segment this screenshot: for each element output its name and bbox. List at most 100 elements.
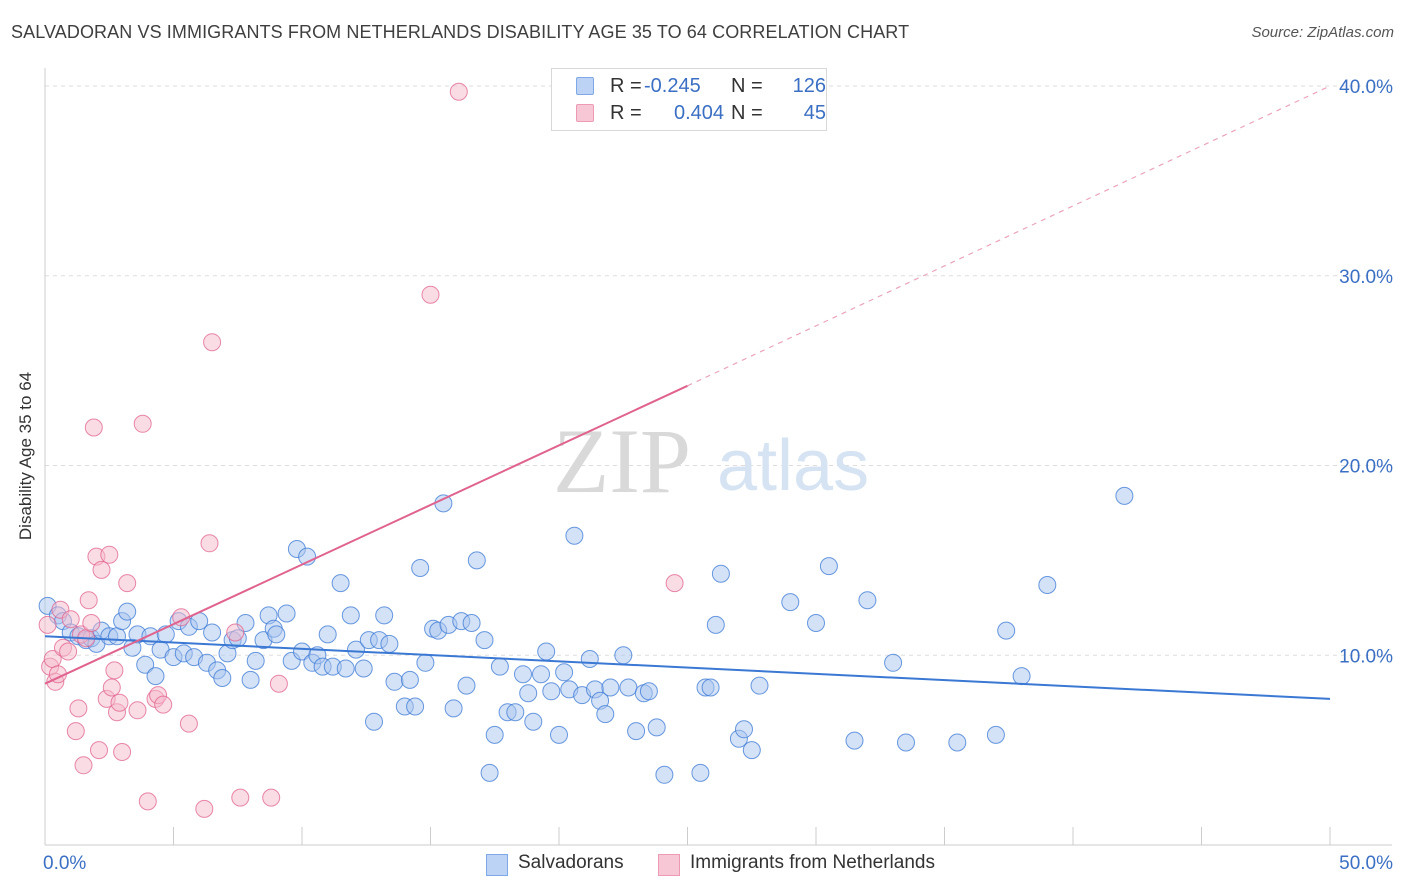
point-salvadorans: [1038, 576, 1057, 594]
point-salvadorans: [524, 712, 543, 731]
watermark-atlas: atlas: [717, 426, 869, 506]
point-salvadorans: [627, 722, 646, 741]
point-salvadorans: [884, 653, 903, 672]
point-salvadorans: [365, 712, 383, 731]
point-salvadorans: [735, 720, 753, 739]
point-netherlands: [82, 614, 101, 632]
r-label: R =: [610, 75, 642, 97]
point-salvadorans: [277, 604, 296, 623]
point-netherlands: [100, 545, 119, 564]
legend-swatch-salvadorans: [486, 854, 508, 876]
point-salvadorans: [385, 672, 404, 691]
point-salvadorans: [565, 526, 584, 545]
point-salvadorans: [997, 621, 1016, 640]
legend-label: Immigrants from Netherlands: [690, 852, 935, 873]
point-salvadorans: [532, 665, 550, 684]
point-netherlands: [665, 574, 684, 593]
point-salvadorans: [354, 659, 373, 678]
point-salvadorans: [318, 625, 337, 644]
point-salvadorans: [475, 631, 494, 650]
legend-swatch-netherlands: [658, 854, 680, 876]
point-salvadorans: [986, 725, 1005, 744]
r-value: -0.245: [644, 75, 701, 97]
point-netherlands: [154, 695, 173, 714]
point-netherlands: [262, 788, 281, 807]
point-salvadorans: [341, 606, 360, 625]
axes: [44, 68, 1392, 846]
stats-box: R = -0.245 N = 126 R = 0.404 N = 45: [551, 68, 827, 131]
point-netherlands: [195, 799, 214, 818]
point-salvadorans: [819, 557, 838, 576]
point-salvadorans: [480, 763, 499, 782]
point-salvadorans: [701, 678, 720, 697]
point-salvadorans: [555, 663, 574, 682]
point-salvadorans: [380, 634, 399, 653]
point-salvadorans: [241, 670, 260, 689]
y-tick-labels: 10.0% 20.0% 30.0% 40.0%: [1339, 77, 1393, 667]
point-netherlands: [118, 574, 137, 593]
trend-line-netherlands: [44, 384, 688, 685]
point-salvadorans: [416, 653, 435, 672]
y-axis-label: Disability Age 35 to 64: [16, 371, 35, 541]
point-salvadorans: [1012, 667, 1031, 686]
n-value: 45: [803, 102, 826, 124]
point-salvadorans: [467, 551, 486, 570]
point-netherlands: [59, 642, 78, 661]
n-value: 126: [792, 75, 826, 97]
point-salvadorans: [542, 682, 561, 701]
point-netherlands: [133, 414, 152, 433]
point-netherlands: [231, 788, 250, 807]
y-tick-label: 30.0%: [1339, 267, 1393, 288]
point-salvadorans: [781, 593, 800, 612]
point-netherlands: [179, 714, 198, 733]
point-netherlands: [269, 674, 288, 693]
point-salvadorans: [601, 678, 620, 697]
point-salvadorans: [347, 640, 365, 659]
legend-label: Salvadorans: [518, 852, 624, 873]
point-netherlands: [79, 591, 98, 610]
point-salvadorans: [434, 494, 453, 513]
point-netherlands: [226, 623, 245, 642]
point-salvadorans: [639, 682, 658, 701]
point-netherlands: [421, 285, 440, 304]
x-tick-label: 50.0%: [1339, 853, 1393, 874]
point-salvadorans: [331, 574, 350, 593]
point-netherlands: [61, 610, 80, 629]
point-netherlands: [66, 722, 85, 741]
point-salvadorans: [550, 725, 568, 744]
n-label: N =: [731, 102, 763, 124]
point-netherlands: [90, 741, 108, 760]
point-salvadorans: [246, 651, 265, 670]
point-salvadorans: [711, 564, 730, 583]
point-salvadorans: [411, 559, 430, 577]
point-salvadorans: [400, 670, 419, 689]
point-salvadorans: [375, 606, 394, 625]
point-salvadorans: [614, 646, 633, 665]
point-salvadorans: [203, 623, 222, 642]
point-salvadorans: [267, 625, 286, 644]
watermark: ZIP atlas: [553, 410, 869, 512]
point-netherlands: [92, 560, 111, 579]
data-points: [38, 82, 1134, 818]
point-salvadorans: [897, 733, 915, 752]
point-salvadorans: [336, 659, 355, 678]
point-netherlands: [74, 756, 93, 775]
point-salvadorans: [406, 697, 425, 716]
point-salvadorans: [750, 676, 769, 695]
trend-line-salvadorans: [44, 635, 1331, 700]
point-netherlands: [449, 82, 468, 101]
point-netherlands: [102, 678, 121, 697]
point-salvadorans: [514, 665, 532, 684]
trend-lines: [44, 85, 1331, 700]
point-salvadorans: [691, 763, 710, 782]
point-salvadorans: [108, 627, 126, 646]
n-label: N =: [731, 75, 763, 97]
y-tick-label: 20.0%: [1339, 457, 1393, 478]
point-salvadorans: [485, 725, 504, 744]
point-netherlands: [200, 534, 219, 553]
point-salvadorans: [490, 657, 509, 676]
stats-swatch-salvadorans: [576, 77, 594, 95]
point-salvadorans: [706, 615, 725, 634]
point-salvadorans: [655, 765, 674, 784]
